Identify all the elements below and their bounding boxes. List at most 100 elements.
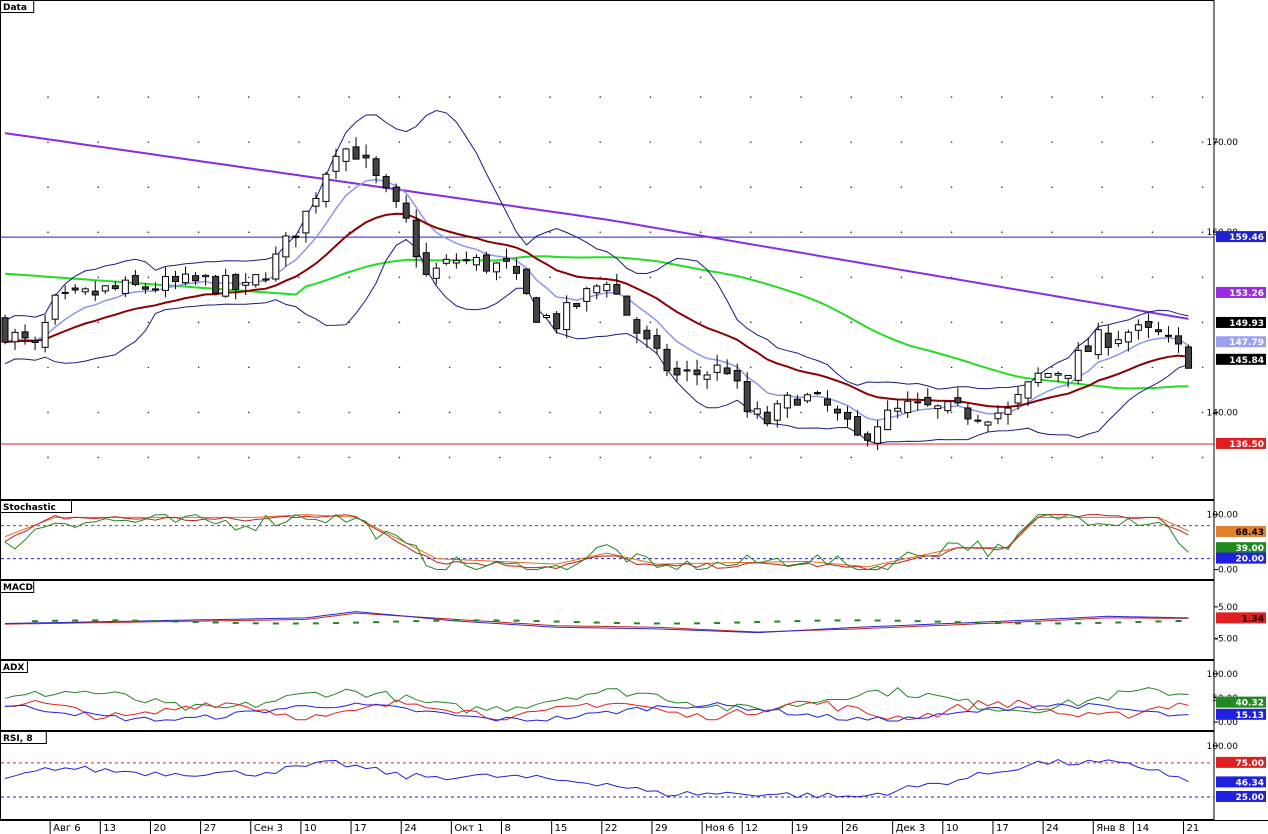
grid-dot bbox=[649, 276, 652, 279]
value-tag: 159.46 bbox=[1229, 233, 1264, 243]
candle-body bbox=[442, 258, 450, 264]
x-tick-label: 17 bbox=[354, 823, 367, 834]
grid-dot bbox=[47, 366, 49, 369]
grid-dot bbox=[1151, 96, 1154, 98]
grid-dot bbox=[298, 96, 300, 98]
grid-dot bbox=[750, 276, 752, 279]
candle-body bbox=[573, 303, 581, 308]
candle-body bbox=[773, 403, 781, 421]
macd-signal-line bbox=[4, 612, 1189, 633]
stochastic-panel-frame bbox=[0, 500, 1215, 580]
candle-body bbox=[192, 275, 200, 282]
candle-body bbox=[743, 381, 751, 413]
grid-dot bbox=[699, 141, 702, 143]
grid-dot bbox=[398, 456, 401, 459]
candle-body bbox=[412, 219, 420, 258]
grid-dot bbox=[47, 231, 49, 234]
grid-dot bbox=[750, 456, 752, 459]
candle-body bbox=[1094, 329, 1102, 356]
grid-dot bbox=[599, 321, 601, 324]
grid-dot bbox=[800, 231, 802, 234]
grid-dot bbox=[950, 231, 953, 234]
x-tick-label: 10 bbox=[946, 823, 959, 834]
candle-body bbox=[322, 173, 330, 202]
value-tag: 39.00 bbox=[1236, 544, 1264, 554]
candle-body bbox=[934, 405, 942, 410]
x-tick-label: 22 bbox=[605, 823, 618, 834]
candle-body bbox=[673, 367, 681, 376]
grid-dot bbox=[599, 276, 601, 279]
rsi-line bbox=[4, 759, 1189, 799]
grid-dot bbox=[1101, 276, 1103, 279]
grid-dot bbox=[197, 456, 200, 459]
grid-dot bbox=[448, 366, 451, 369]
grid-dot bbox=[800, 276, 802, 279]
grid-dot bbox=[549, 96, 551, 98]
candle-body bbox=[1024, 381, 1032, 399]
candle-body bbox=[783, 394, 791, 409]
value-tag-bg bbox=[1216, 336, 1266, 348]
grid-dot bbox=[900, 366, 903, 369]
grid-dot bbox=[950, 321, 953, 324]
candle-body bbox=[91, 290, 99, 296]
grid-dot bbox=[599, 231, 601, 234]
y-tick-label: -5.00 bbox=[1215, 634, 1239, 644]
grid-dot bbox=[147, 186, 150, 188]
grid-dot bbox=[97, 141, 99, 143]
grid-dot bbox=[1051, 96, 1053, 98]
grid-dot bbox=[298, 186, 300, 188]
x-tick-label: 24 bbox=[1046, 823, 1059, 834]
candle-body bbox=[733, 369, 741, 382]
grid-dot bbox=[800, 141, 802, 143]
grid-dot bbox=[900, 321, 903, 324]
grid-dot bbox=[950, 96, 953, 98]
candle-body bbox=[242, 281, 250, 286]
grid-dot bbox=[649, 96, 652, 98]
candle-body bbox=[653, 335, 661, 349]
grid-dot bbox=[1051, 231, 1053, 234]
panel-title-box bbox=[0, 0, 35, 13]
grid-dot bbox=[1151, 321, 1154, 324]
candle-body bbox=[472, 256, 480, 266]
grid-dot bbox=[549, 456, 551, 459]
grid-dot bbox=[950, 456, 953, 459]
x-tick-label: Ноя 6 bbox=[705, 823, 734, 834]
candle-body bbox=[1064, 374, 1072, 379]
grid-dot bbox=[649, 231, 652, 234]
x-tick-label: 12 bbox=[745, 823, 758, 834]
grid-dot bbox=[1051, 141, 1053, 143]
grid-dot bbox=[248, 366, 250, 369]
candle-body bbox=[593, 285, 601, 294]
candle-body bbox=[452, 259, 460, 264]
grid-dot bbox=[950, 411, 953, 414]
grid-dot bbox=[900, 276, 903, 279]
value-tag: 46.34 bbox=[1236, 778, 1264, 788]
candle-body bbox=[1, 317, 9, 343]
x-tick-label: 14 bbox=[1136, 823, 1149, 834]
grid-dot bbox=[1001, 321, 1003, 324]
candle-body bbox=[362, 154, 370, 159]
grid-dot bbox=[348, 456, 351, 459]
grid-dot bbox=[599, 456, 601, 459]
grid-dot bbox=[298, 141, 300, 143]
y-tick-label: 100.00 bbox=[1207, 742, 1239, 752]
grid-dot bbox=[1101, 456, 1103, 459]
grid-dot bbox=[248, 456, 250, 459]
x-tick-label: 15 bbox=[555, 823, 568, 834]
grid-dot bbox=[97, 411, 99, 414]
candle-body bbox=[503, 258, 510, 262]
grid-dot bbox=[1101, 411, 1103, 414]
grid-dot bbox=[1051, 411, 1053, 414]
candle-body bbox=[51, 294, 59, 320]
y-tick-label: 170.00 bbox=[1207, 138, 1239, 148]
candle-body bbox=[432, 267, 440, 279]
panel-title-box bbox=[0, 500, 72, 513]
grid-dot bbox=[900, 186, 903, 188]
grid-dot bbox=[197, 231, 200, 234]
grid-dot bbox=[1051, 276, 1053, 279]
grid-dot bbox=[699, 456, 702, 459]
grid-dot bbox=[398, 276, 401, 279]
candle-body bbox=[713, 364, 721, 373]
value-tag-bg bbox=[1216, 437, 1266, 449]
grid-dot bbox=[47, 141, 49, 143]
